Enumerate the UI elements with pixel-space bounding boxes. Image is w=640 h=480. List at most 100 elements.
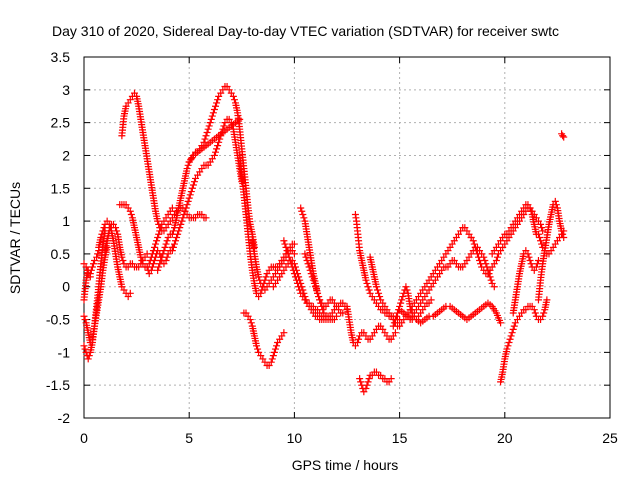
data-point	[392, 312, 400, 320]
x-tick-label: 5	[185, 430, 193, 446]
data-point	[506, 335, 514, 343]
data-point	[365, 286, 373, 294]
data-point	[98, 230, 106, 238]
data-point	[397, 299, 405, 307]
data-point	[538, 240, 546, 248]
data-point	[552, 201, 560, 209]
data-point	[185, 194, 193, 202]
data-point	[256, 276, 264, 284]
data-point	[155, 220, 163, 228]
plot-frame	[83, 56, 611, 419]
series-track-11	[168, 115, 246, 255]
data-point	[270, 348, 278, 356]
data-point	[303, 256, 311, 264]
x-tick-label: 15	[392, 430, 408, 446]
data-point	[113, 227, 121, 235]
axis-ticks	[83, 56, 611, 419]
data-point	[180, 211, 188, 219]
data-point	[302, 253, 310, 261]
data-point	[372, 283, 380, 291]
data-point	[280, 329, 288, 337]
y-tick-label: 0	[62, 279, 70, 295]
data-point	[300, 214, 308, 222]
data-point	[312, 286, 320, 294]
data-point	[119, 256, 127, 264]
data-point	[290, 250, 298, 258]
data-point	[163, 237, 171, 245]
data-point	[161, 243, 169, 251]
data-point	[470, 240, 478, 248]
data-point	[169, 243, 177, 251]
data-point	[476, 256, 484, 264]
data-point	[154, 266, 162, 274]
data-point	[159, 250, 167, 258]
data-point	[93, 253, 101, 261]
data-point	[202, 214, 210, 222]
data-point	[206, 119, 214, 127]
data-point	[212, 148, 219, 156]
data-point	[308, 273, 316, 281]
data-point	[355, 335, 363, 343]
data-point	[363, 381, 371, 389]
data-point	[538, 224, 546, 232]
data-point	[530, 306, 538, 314]
data-point	[172, 237, 180, 245]
data-point	[473, 250, 481, 258]
y-tick-label: -0.5	[46, 312, 70, 328]
data-point	[184, 161, 192, 169]
data-point	[527, 207, 535, 215]
data-point	[99, 227, 107, 235]
data-point	[469, 237, 477, 245]
data-point	[269, 352, 277, 360]
data-point	[297, 204, 305, 212]
data-point	[160, 247, 168, 255]
data-point	[94, 250, 102, 258]
data-point	[268, 355, 276, 363]
data-point	[490, 283, 498, 291]
y-tick-label: 1	[62, 213, 70, 229]
data-point	[364, 283, 372, 291]
data-point	[487, 276, 495, 284]
series-track-23	[356, 368, 395, 396]
series-track-03	[80, 227, 109, 363]
data-point	[471, 243, 479, 251]
data-point	[126, 289, 134, 297]
series-track-20	[343, 302, 399, 350]
data-point	[332, 312, 340, 320]
data-point	[527, 260, 535, 268]
grid-lines	[84, 57, 610, 418]
data-point	[287, 260, 295, 268]
data-point	[214, 142, 222, 150]
data-point	[427, 296, 435, 304]
series-track-27	[396, 299, 505, 327]
x-axis-title: GPS time / hours	[292, 457, 399, 473]
data-point	[82, 263, 90, 271]
data-point	[507, 332, 515, 340]
data-point	[503, 345, 511, 353]
data-point	[188, 184, 196, 192]
data-point	[389, 322, 397, 330]
data-point	[213, 145, 221, 153]
data-point	[304, 260, 312, 268]
data-point	[230, 96, 238, 104]
data-point	[147, 266, 155, 274]
data-point	[126, 207, 134, 215]
data-point	[202, 132, 210, 140]
data-point	[86, 273, 94, 281]
data-point	[212, 102, 219, 110]
data-point	[543, 296, 551, 304]
data-point	[205, 122, 213, 130]
data-point	[173, 234, 181, 241]
data-point	[208, 112, 216, 120]
data-point	[539, 312, 547, 320]
data-point	[267, 358, 275, 366]
data-point	[181, 207, 189, 215]
data-point	[162, 240, 170, 248]
data-point	[286, 256, 294, 264]
data-point	[472, 247, 480, 255]
data-point	[210, 151, 218, 159]
data-point	[508, 329, 516, 337]
data-point	[127, 211, 135, 219]
data-point	[80, 312, 88, 320]
data-point	[283, 247, 291, 255]
